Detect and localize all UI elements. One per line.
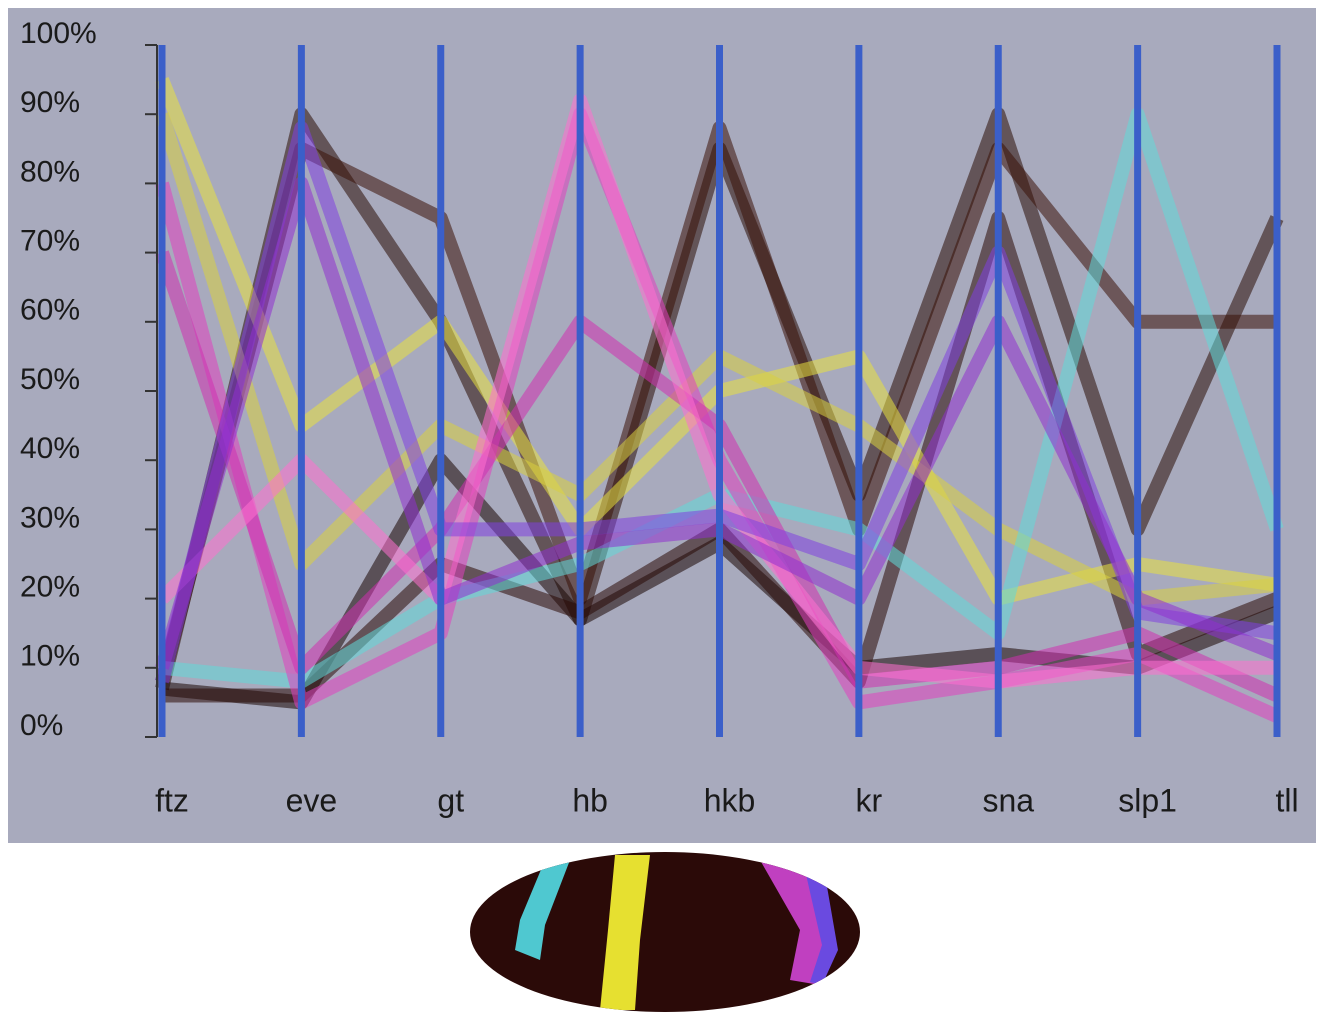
axis-label: gt	[437, 782, 464, 818]
chart: 0% 10% 20% 30% 40% 50% 60% 70% 80% 90% 100% ftz eve g…	[0, 0, 1324, 1015]
axis-label: hkb	[704, 782, 756, 818]
y-tick-label: 20%	[20, 571, 80, 604]
y-tick-label: 90%	[20, 86, 80, 119]
embryo	[470, 852, 860, 1012]
y-tick-label: 0%	[20, 709, 63, 742]
y-tick-label: 80%	[20, 155, 80, 188]
y-tick-label: 40%	[20, 432, 80, 465]
axis-label: hb	[572, 782, 608, 818]
axis-label: ftz	[155, 782, 189, 818]
axis-label: tll	[1275, 782, 1298, 818]
y-tick-label: 70%	[20, 225, 80, 258]
axis-label: kr	[856, 782, 883, 818]
panel	[8, 8, 1316, 843]
y-tick-label: 100%	[20, 17, 97, 50]
axis-label: sna	[982, 782, 1034, 818]
axis-label: slp1	[1118, 782, 1177, 818]
y-tick-label: 60%	[20, 294, 80, 327]
y-tick-label: 30%	[20, 501, 80, 534]
y-tick-label: 50%	[20, 363, 80, 396]
axis-label: eve	[286, 782, 338, 818]
y-tick-label: 10%	[20, 640, 80, 673]
